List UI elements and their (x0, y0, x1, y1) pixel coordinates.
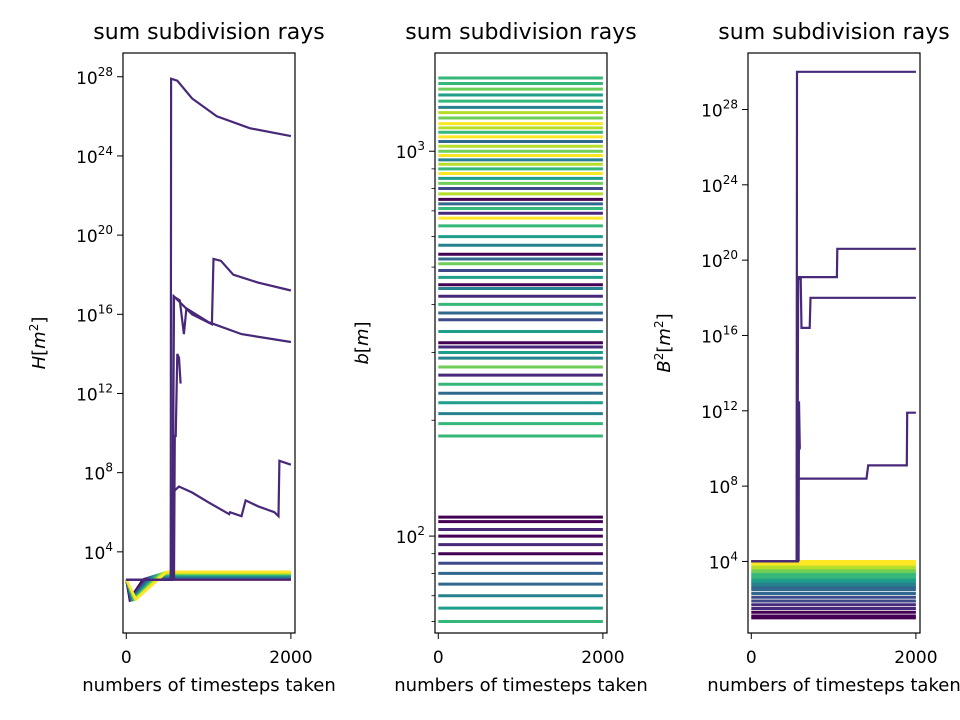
y-tick-label: 104 (84, 540, 113, 564)
x-tick-label: 2000 (269, 648, 312, 668)
y-tick-label: 1020 (701, 248, 738, 272)
series-line (126, 459, 292, 581)
axes-frame (434, 52, 608, 634)
series-line (126, 257, 292, 581)
plot-area (751, 70, 916, 620)
chart-title: sum subdivision rays (718, 20, 949, 45)
series-line (751, 411, 916, 563)
plot-area (125, 77, 292, 603)
y-tick-label: 1016 (701, 323, 738, 347)
x-tick-label: 2000 (581, 648, 624, 668)
x-tick-label: 2000 (894, 648, 937, 668)
ticks: 0 2000 102 103 (396, 139, 625, 668)
y-tick-label: 103 (396, 139, 425, 163)
y-tick-label: 1016 (76, 302, 113, 326)
y-tick-label: 1028 (76, 65, 113, 89)
x-tick-label: 0 (121, 648, 132, 668)
series-line (751, 247, 916, 563)
series-line (126, 77, 292, 581)
y-tick-label: 104 (709, 549, 738, 573)
x-tick-label: 0 (433, 648, 444, 668)
y-tick-label: 1012 (701, 399, 738, 423)
x-tick-label: 0 (746, 648, 757, 668)
x-axis-label: numbers of timesteps taken (394, 675, 647, 696)
series-line (751, 70, 916, 563)
x-axis-label: numbers of timesteps taken (707, 675, 960, 696)
chart-title: sum subdivision rays (93, 20, 324, 45)
chart-title: sum subdivision rays (405, 20, 636, 45)
series-line (126, 294, 292, 581)
y-tick-label: 1024 (76, 144, 113, 168)
y-tick-label: 108 (709, 474, 738, 498)
axes-frame (747, 52, 921, 634)
y-axis-label: B2[m2] (652, 313, 675, 372)
axes-frame (122, 52, 296, 634)
series-line (751, 277, 916, 563)
ticks: 0 2000 104 108 1012 1016 1020 1024 1028 (76, 65, 312, 668)
band-ray-line (125, 570, 291, 602)
y-tick-label: 1012 (76, 381, 113, 405)
series-line (126, 353, 182, 581)
y-tick-label: 102 (396, 524, 425, 548)
series-line (797, 401, 801, 562)
ticks: 0 2000 104 108 1012 1016 1020 1024 1028 (701, 97, 937, 668)
y-tick-label: 1020 (76, 223, 113, 247)
plot-area (438, 76, 603, 623)
y-axis-label: b[m] (352, 321, 373, 364)
chart-panel-b: sum subdivision rays 0 2000 102 103 numbers… (352, 20, 648, 696)
y-tick-label: 1024 (701, 173, 738, 197)
y-tick-label: 108 (84, 461, 113, 485)
chart-panel-b2: sum subdivision rays 0 2000 104 108 1012 1016… (652, 20, 960, 696)
chart-panel-h: sum subdivision rays 0 2000 104 108 1012 1016… (27, 20, 336, 696)
x-axis-label: numbers of timesteps taken (82, 675, 335, 696)
y-axis-label: H[m2] (27, 317, 50, 370)
y-tick-label: 1028 (701, 97, 738, 121)
